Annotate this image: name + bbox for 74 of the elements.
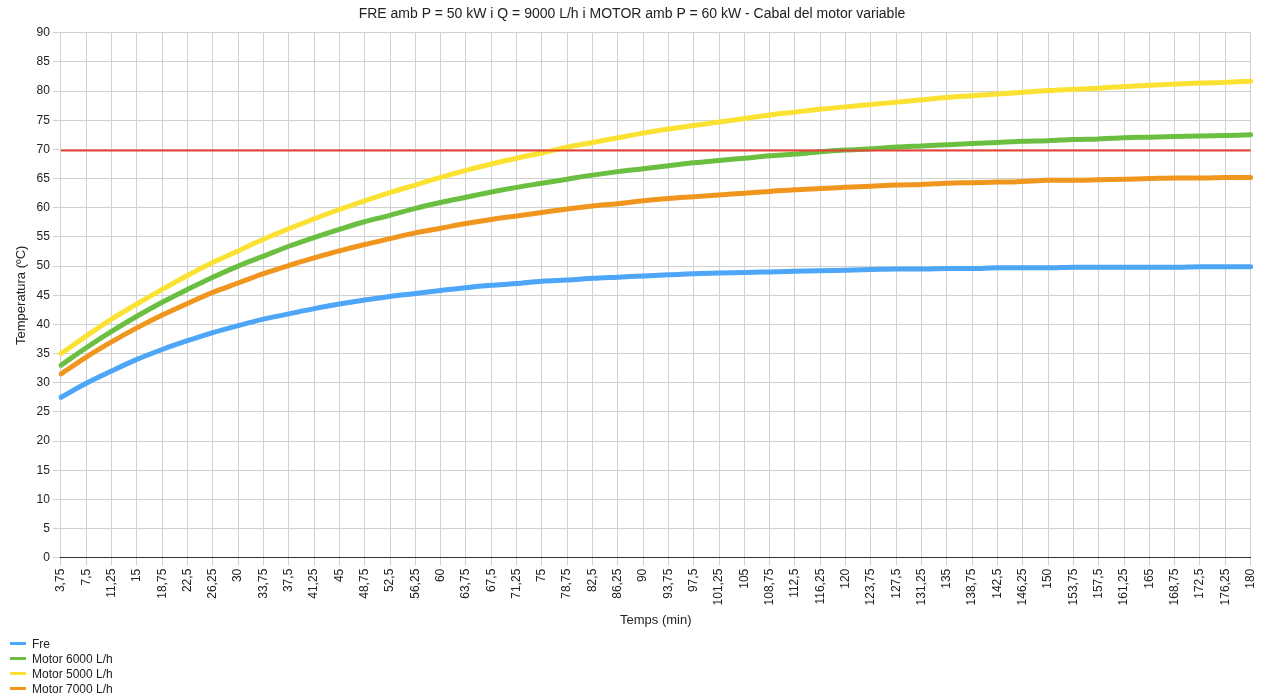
x-tick-label: 108,75 bbox=[761, 568, 776, 606]
y-tick-label: 25 bbox=[36, 404, 51, 419]
y-tick-label: 80 bbox=[36, 83, 51, 98]
y-tick-label: 65 bbox=[36, 170, 51, 185]
x-tick-label: 101,25 bbox=[711, 568, 726, 606]
x-tick-label: 78,75 bbox=[559, 568, 574, 599]
x-tick-label: 45 bbox=[331, 568, 346, 583]
y-tick-label: 55 bbox=[36, 229, 51, 244]
x-tick-label: 75 bbox=[534, 568, 549, 583]
x-tick-label: 135 bbox=[939, 568, 954, 589]
y-tick-label: 30 bbox=[36, 375, 51, 390]
chart-title: FRE amb P = 50 kW i Q = 9000 L/h i MOTOR amb P = 60 kW - Cabal del motor variable bbox=[358, 5, 906, 22]
x-tick-label: 52,5 bbox=[382, 568, 397, 593]
x-tick-label: 41,25 bbox=[306, 568, 321, 599]
x-tick-label: 97,5 bbox=[686, 568, 701, 593]
x-tick-label: 123,75 bbox=[863, 568, 878, 606]
x-tick-label: 120 bbox=[837, 568, 852, 589]
y-tick-label: 75 bbox=[36, 112, 51, 127]
x-tick-label: 146,25 bbox=[1015, 568, 1030, 606]
x-tick-label: 48,75 bbox=[357, 568, 371, 599]
x-tick-label: 112,5 bbox=[787, 568, 802, 598]
y-tick-label: 15 bbox=[36, 462, 51, 477]
x-tick-label: 86,25 bbox=[610, 568, 625, 599]
x-tick-label: 67,5 bbox=[483, 568, 498, 593]
x-tick-label: 26,25 bbox=[205, 568, 220, 599]
x-tick-label: 71,25 bbox=[508, 568, 523, 599]
x-tick-label: 18,75 bbox=[154, 568, 169, 599]
y-tick-label: 90 bbox=[36, 25, 51, 40]
legend-label: Motor 5000 L/h bbox=[32, 666, 113, 681]
x-axis-title: Temps (min) bbox=[620, 611, 692, 627]
y-axis-title: Temperatura (ºC) bbox=[13, 245, 29, 345]
y-tick-label: 50 bbox=[36, 258, 51, 273]
y-tick-label: 5 bbox=[43, 520, 51, 535]
x-tick-label: 105 bbox=[736, 568, 751, 589]
x-tick-label: 63,75 bbox=[458, 568, 473, 599]
x-tick-label: 157,5 bbox=[1091, 568, 1106, 599]
legend-label: Fre bbox=[32, 636, 50, 651]
x-tick-label: 161,25 bbox=[1116, 568, 1131, 606]
x-tick-label: 172,5 bbox=[1192, 568, 1207, 599]
x-tick-label: 60 bbox=[432, 568, 447, 583]
x-tick-label: 7,5 bbox=[78, 568, 93, 586]
x-tick-label: 82,5 bbox=[584, 568, 599, 593]
x-tick-label: 180 bbox=[1242, 568, 1257, 589]
x-tick-label: 168,75 bbox=[1166, 568, 1181, 606]
x-tick-label: 153,75 bbox=[1065, 568, 1080, 606]
x-tick-label: 3,75 bbox=[53, 568, 68, 593]
x-tick-label: 176,25 bbox=[1217, 568, 1232, 606]
y-tick-label: 45 bbox=[36, 287, 51, 302]
x-tick-label: 138,75 bbox=[964, 568, 979, 606]
x-tick-label: 131,25 bbox=[913, 568, 928, 606]
x-tick-label: 11,25 bbox=[103, 568, 118, 598]
x-tick-label: 15 bbox=[129, 568, 144, 583]
y-tick-label: 85 bbox=[36, 54, 51, 69]
x-tick-label: 165 bbox=[1141, 568, 1156, 589]
y-tick-label: 10 bbox=[36, 491, 51, 506]
y-tick-label: 60 bbox=[36, 200, 51, 215]
x-tick-label: 150 bbox=[1040, 568, 1055, 589]
x-tick-label: 30 bbox=[230, 568, 245, 583]
x-tick-label: 127,5 bbox=[888, 568, 903, 599]
y-tick-label: 35 bbox=[36, 345, 51, 360]
y-tick-label: 20 bbox=[36, 433, 51, 448]
legend-label: Motor 6000 L/h bbox=[32, 651, 113, 666]
y-tick-label: 40 bbox=[36, 316, 51, 331]
x-tick-label: 142,5 bbox=[989, 568, 1004, 599]
x-tick-label: 56,25 bbox=[407, 568, 422, 599]
x-tick-label: 116,25 bbox=[812, 568, 827, 605]
y-tick-label: 0 bbox=[43, 550, 51, 565]
x-tick-label: 22,5 bbox=[179, 568, 194, 593]
x-tick-label: 37,5 bbox=[281, 568, 296, 593]
x-tick-label: 33,75 bbox=[255, 568, 270, 599]
x-tick-label: 93,75 bbox=[660, 568, 675, 599]
x-tick-label: 90 bbox=[635, 568, 650, 583]
legend-label: Motor 7000 L/h bbox=[32, 681, 113, 696]
y-tick-label: 70 bbox=[36, 141, 51, 156]
